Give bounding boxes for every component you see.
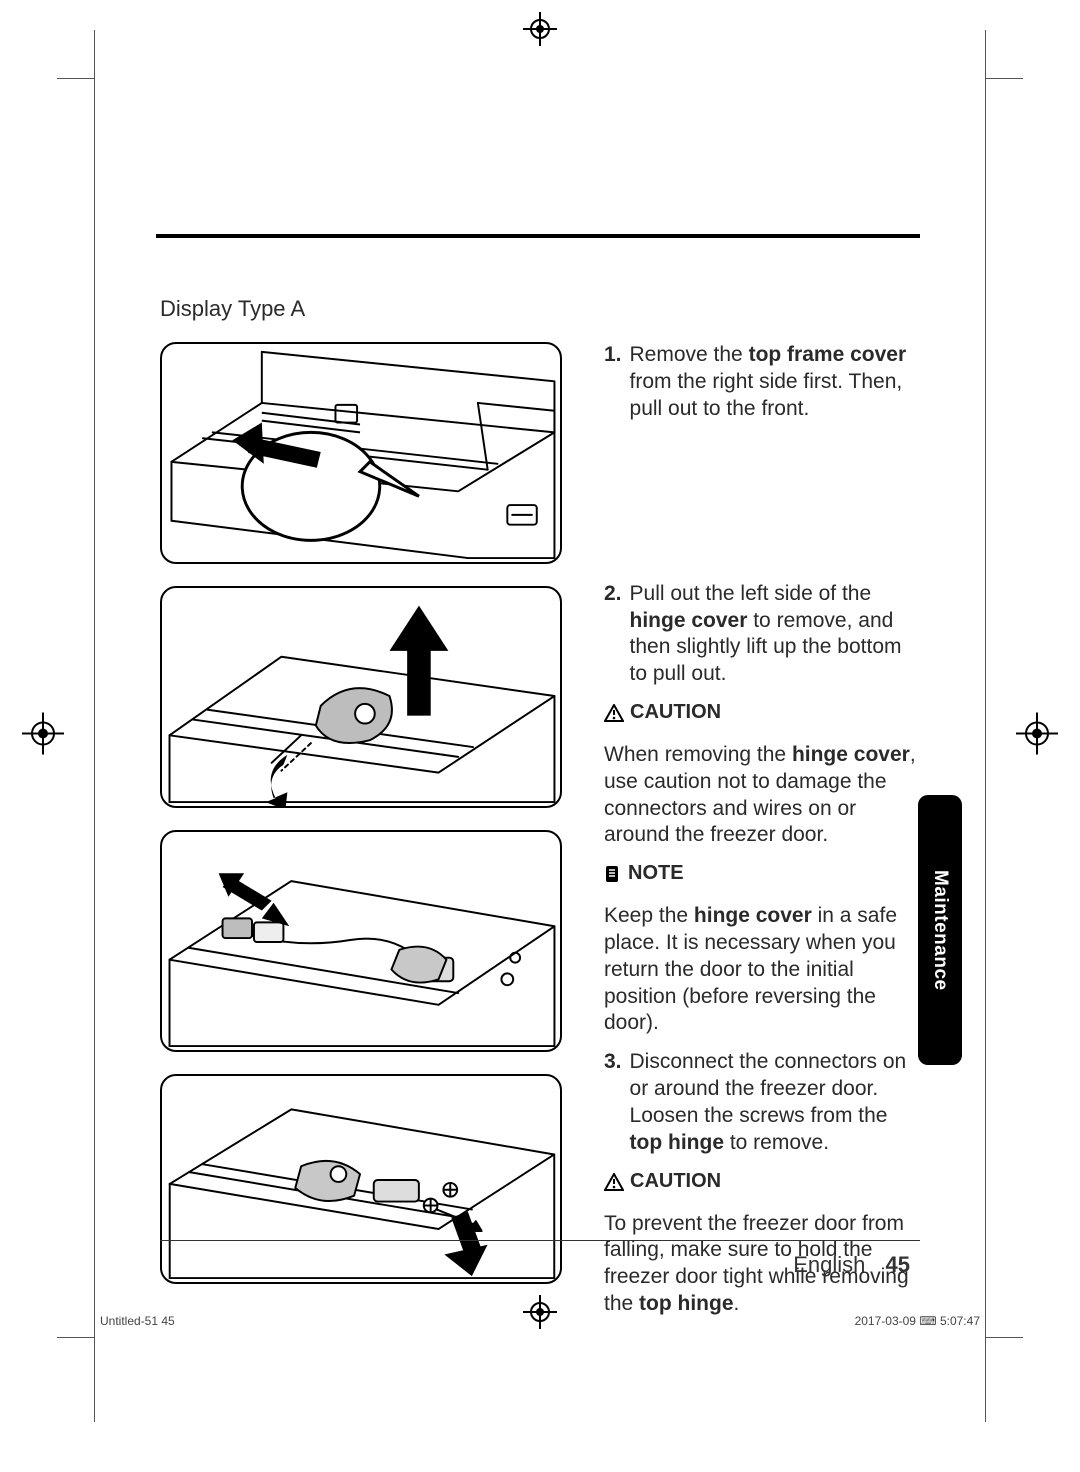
step-3-text: Disconnect the connectors on or around t… (630, 1049, 920, 1157)
footer-rule (160, 1240, 920, 1241)
registration-mark-left (22, 713, 64, 760)
note-1-label: NOTE (604, 861, 920, 891)
footer-text: English 45 (793, 1252, 910, 1278)
instructions-column: 1. Remove the top frame cover from the r… (604, 342, 920, 1330)
step-3: 3. Disconnect the connectors on or aroun… (604, 1049, 920, 1157)
figure-3 (160, 830, 562, 1052)
caution-icon (604, 1173, 624, 1191)
step-3-number: 3. (604, 1049, 622, 1157)
caution-1-label: CAUTION (604, 700, 920, 730)
header-rule (156, 234, 920, 238)
spacer-1 (604, 435, 920, 575)
section-title: Display Type A (160, 296, 305, 322)
content-columns: 1. Remove the top frame cover from the r… (160, 342, 920, 1330)
section-tab: Maintenance (918, 795, 962, 1065)
figure-1 (160, 342, 562, 564)
note-1-text: Keep the hinge cover in a safe place. It… (604, 903, 920, 1037)
note-icon (604, 865, 622, 883)
caution-2-label: CAUTION (604, 1169, 920, 1199)
step-1-number: 1. (604, 342, 622, 423)
footnote-left: Untitled-51 45 (100, 1314, 175, 1328)
caution-1-text: When removing the hinge cover, use cauti… (604, 742, 920, 850)
footnote-right: 2017-03-09 ⌨ 5:07:47 (855, 1314, 980, 1328)
figure-4 (160, 1074, 562, 1284)
footer-page: 45 (886, 1252, 910, 1277)
figure-2 (160, 586, 562, 808)
footer-language: English (793, 1252, 865, 1277)
step-2-number: 2. (604, 581, 622, 689)
caution-icon (604, 704, 624, 722)
step-1-text: Remove the top frame cover from the righ… (630, 342, 920, 423)
step-1: 1. Remove the top frame cover from the r… (604, 342, 920, 423)
registration-mark-right (1016, 713, 1058, 760)
step-2: 2. Pull out the left side of the hinge c… (604, 581, 920, 689)
figures-column (160, 342, 562, 1330)
step-2-text: Pull out the left side of the hinge cove… (630, 581, 920, 689)
